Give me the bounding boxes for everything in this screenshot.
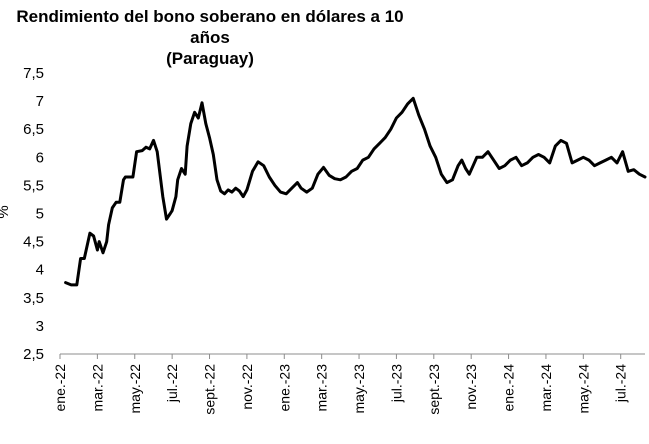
x-tick-label: ene.-22 xyxy=(52,364,68,412)
x-tick-label: mar.-22 xyxy=(89,364,105,412)
y-tick-label: 5 xyxy=(36,206,44,223)
x-tick-label: mar.-24 xyxy=(538,364,554,412)
y-tick-label: 4 xyxy=(36,262,44,279)
x-axis: ene.-22 mar.-22 may.-22 jul.-22 sept.-22 nov.… xyxy=(52,353,645,415)
x-tick-label: mar.-23 xyxy=(314,364,330,412)
y-tick-label: 6 xyxy=(36,149,44,166)
y-axis: 2,5 3 3,5 4 4,5 5 5,5 6 6,5 7 7,5 xyxy=(23,65,44,363)
x-tick-label: may.-23 xyxy=(351,364,367,414)
x-tick-label: nov.-22 xyxy=(239,364,255,410)
chart-subtitle-line: (Paraguay) xyxy=(166,49,254,68)
y-axis-label: % xyxy=(0,205,12,218)
series-line xyxy=(64,96,647,287)
x-tick-label: nov.-23 xyxy=(463,364,479,410)
x-tick-label: may.-22 xyxy=(127,364,143,414)
x-tick-label: may.-24 xyxy=(575,364,591,414)
chart-title: Rendimiento del bono soberano en dólares… xyxy=(0,6,420,69)
y-tick-label: 3 xyxy=(36,318,44,335)
y-tick-label: 7 xyxy=(36,93,44,110)
x-tick-label: jul.-22 xyxy=(164,364,180,403)
chart-title-line: Rendimiento del bono soberano en dólares… xyxy=(16,7,404,47)
y-tick-label: 4,5 xyxy=(23,234,44,251)
y-tick-label: 5,5 xyxy=(23,177,44,194)
x-tick-label: sept.-22 xyxy=(202,364,218,415)
y-tick-label: 6,5 xyxy=(23,121,44,138)
x-tick-label: jul.-24 xyxy=(613,364,629,403)
x-tick-label: jul.-23 xyxy=(388,364,404,403)
y-tick-label: 7,5 xyxy=(23,65,44,82)
x-tick-label: sept.-23 xyxy=(426,364,442,415)
y-tick-label: 3,5 xyxy=(23,290,44,307)
series-layer xyxy=(64,96,647,287)
x-tick-label: ene.-24 xyxy=(501,364,517,412)
y-tick-label: 2,5 xyxy=(23,346,44,363)
x-tick-label: ene.-23 xyxy=(276,364,292,412)
